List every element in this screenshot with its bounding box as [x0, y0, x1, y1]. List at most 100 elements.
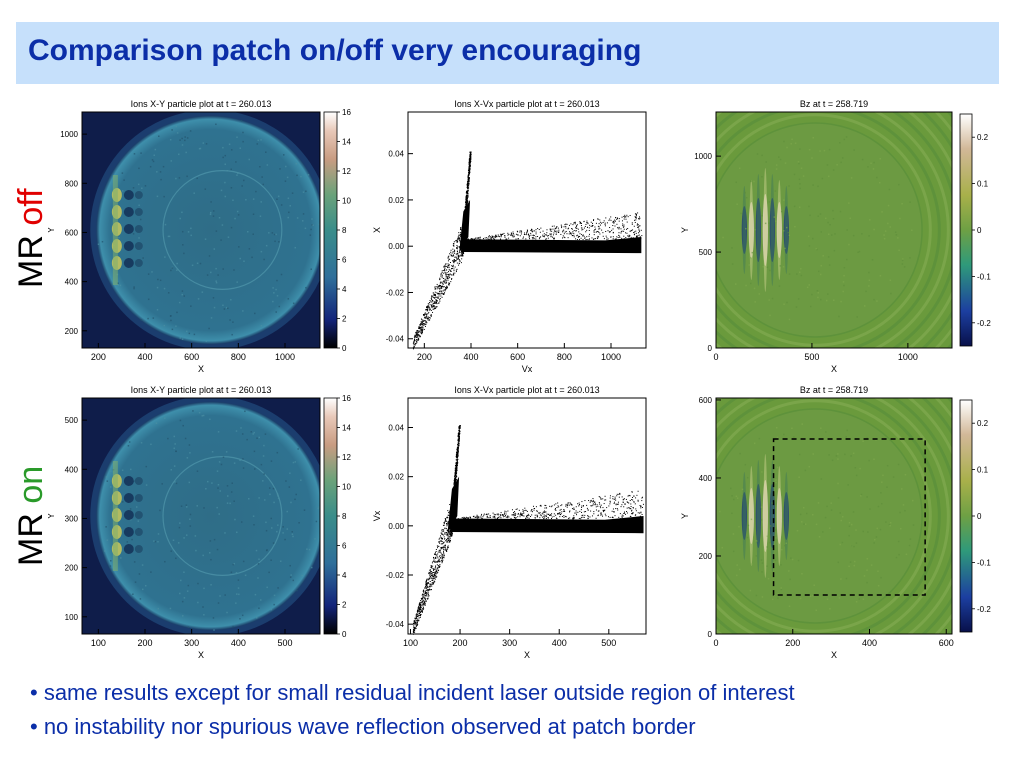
colorbar-tick-label: 10: [342, 483, 351, 492]
scatter-point: [444, 544, 446, 546]
scatter-point: [496, 517, 498, 519]
scatter-point: [445, 263, 447, 265]
scatter-point: [467, 196, 469, 198]
scatter-point: [426, 582, 428, 584]
noise-speck: [311, 224, 313, 226]
scatter-point: [447, 538, 449, 540]
noise-speck: [881, 502, 883, 505]
noise-speck: [226, 495, 229, 497]
scatter-point: [627, 501, 629, 503]
scatter-point: [433, 294, 435, 296]
noise-speck: [279, 168, 281, 170]
scatter-point: [534, 230, 536, 232]
scatter-point: [420, 329, 422, 331]
scatter-point: [604, 513, 606, 515]
colorbar-tick-label: 2: [342, 601, 347, 610]
scatter-point: [445, 549, 447, 551]
scatter-point: [595, 517, 597, 519]
scatter-point: [440, 295, 442, 297]
scatter-point: [512, 512, 514, 514]
scatter-point: [542, 512, 544, 514]
noise-speck: [855, 601, 858, 603]
noise-speck: [237, 587, 240, 589]
noise-speck: [212, 617, 215, 619]
noise-speck: [270, 460, 273, 462]
scatter-point: [457, 451, 459, 453]
scatter-point: [430, 565, 432, 567]
noise-speck: [104, 550, 106, 552]
noise-speck: [788, 318, 791, 321]
scatter-point: [420, 606, 422, 608]
noise-speck: [280, 273, 283, 276]
scatter-point: [436, 283, 438, 285]
noise-speck: [202, 414, 205, 417]
x-tick-label: 200: [785, 638, 800, 648]
noise-speck: [147, 298, 150, 301]
scatter-point: [462, 250, 464, 252]
noise-speck: [749, 257, 752, 259]
noise-speck: [758, 437, 761, 440]
noise-speck: [819, 273, 822, 276]
scatter-point: [593, 231, 595, 233]
noise-speck: [741, 495, 744, 497]
noise-speck: [248, 248, 251, 250]
scatter-point: [580, 237, 582, 239]
noise-speck: [839, 543, 841, 546]
cavity-spot: [134, 545, 143, 553]
scatter-point: [451, 255, 453, 257]
scatter-point: [623, 218, 625, 220]
scatter-point: [418, 612, 420, 614]
scatter-point: [424, 324, 426, 326]
noise-speck: [853, 564, 855, 567]
scatter-point: [624, 518, 626, 520]
noise-speck: [722, 236, 724, 239]
scatter-point: [481, 513, 483, 515]
noise-speck: [834, 233, 836, 235]
noise-speck: [827, 233, 830, 236]
scatter-point: [484, 237, 486, 239]
scatter-point: [488, 513, 490, 515]
scatter-point: [414, 340, 416, 342]
scatter-point: [430, 314, 432, 316]
scatter-point: [419, 604, 421, 606]
scatter-point: [440, 560, 442, 562]
noise-speck: [101, 240, 104, 243]
scatter-point: [439, 561, 441, 563]
noise-speck: [766, 535, 769, 538]
laser-halo: [742, 186, 747, 274]
noise-speck: [900, 527, 902, 530]
scatter-point: [517, 516, 519, 518]
scatter-point: [584, 500, 586, 502]
noise-speck: [876, 527, 878, 530]
scatter-point: [453, 483, 455, 485]
noise-speck: [187, 231, 190, 233]
scatter-point: [621, 516, 623, 518]
scatter-point: [487, 239, 489, 241]
scatter-point: [444, 290, 446, 292]
scatter-point: [429, 307, 431, 309]
scatter-point: [491, 237, 493, 239]
noise-speck: [138, 573, 141, 575]
noise-speck: [871, 259, 874, 261]
scatter-point: [455, 253, 457, 255]
scatter-point: [560, 224, 562, 226]
scatter-point: [428, 317, 430, 319]
noise-speck: [121, 501, 124, 503]
scatter-point: [441, 561, 443, 563]
y-tick-label: 200: [699, 552, 713, 561]
scatter-point: [580, 222, 582, 224]
scatter-point: [534, 507, 536, 509]
scatter-point: [557, 227, 559, 229]
noise-speck: [247, 498, 250, 500]
noise-speck: [155, 422, 158, 424]
scatter-point: [517, 512, 519, 514]
scatter-point: [427, 592, 429, 594]
chart-svg: Ions X-Y particle plot at t = 260.013100…: [48, 385, 351, 660]
noise-speck: [265, 244, 268, 247]
scatter-point: [422, 607, 424, 609]
scatter-point: [469, 166, 471, 168]
scatter-point: [434, 578, 436, 580]
noise-speck: [783, 199, 785, 201]
scatter-point: [573, 234, 575, 236]
scatter-point: [423, 600, 425, 602]
